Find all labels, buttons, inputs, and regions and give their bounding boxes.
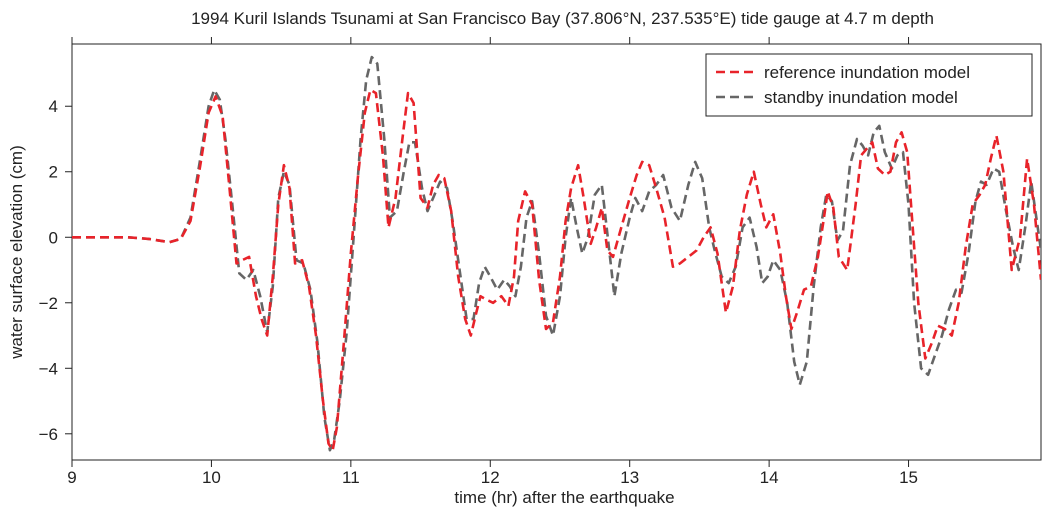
y-tick-label: 2 bbox=[49, 163, 58, 182]
x-axis: 9 10 11 12 13 14 15 bbox=[67, 37, 918, 487]
x-tick-label: 15 bbox=[899, 468, 918, 487]
x-tick-label: 13 bbox=[620, 468, 639, 487]
legend: reference inundation model standby inunda… bbox=[705, 53, 1033, 117]
x-axis-label: time (hr) after the earthquake bbox=[454, 488, 674, 507]
y-tick-label: −6 bbox=[39, 425, 58, 444]
x-tick-label: 9 bbox=[67, 468, 76, 487]
plot-lines bbox=[72, 55, 1041, 452]
legend-label: standby inundation model bbox=[764, 88, 958, 107]
y-tick-label: −4 bbox=[39, 359, 58, 378]
chart-title: 1994 Kuril Islands Tsunami at San Franci… bbox=[191, 9, 934, 28]
plot-frame bbox=[71, 43, 1042, 461]
legend-box bbox=[705, 53, 1033, 117]
y-axis-label: water surface elevation (cm) bbox=[7, 145, 26, 360]
y-tick-label: 4 bbox=[49, 97, 58, 116]
y-tick-label: 0 bbox=[49, 228, 58, 247]
x-tick-label: 10 bbox=[202, 468, 221, 487]
x-tick-label: 11 bbox=[342, 468, 360, 487]
x-tick-label: 12 bbox=[481, 468, 500, 487]
y-axis: −6 −4 −2 0 2 4 bbox=[39, 97, 72, 444]
x-tick-label: 14 bbox=[760, 468, 779, 487]
series-line bbox=[72, 88, 1041, 452]
legend-label: reference inundation model bbox=[764, 63, 970, 82]
y-tick-label: −2 bbox=[39, 294, 58, 313]
